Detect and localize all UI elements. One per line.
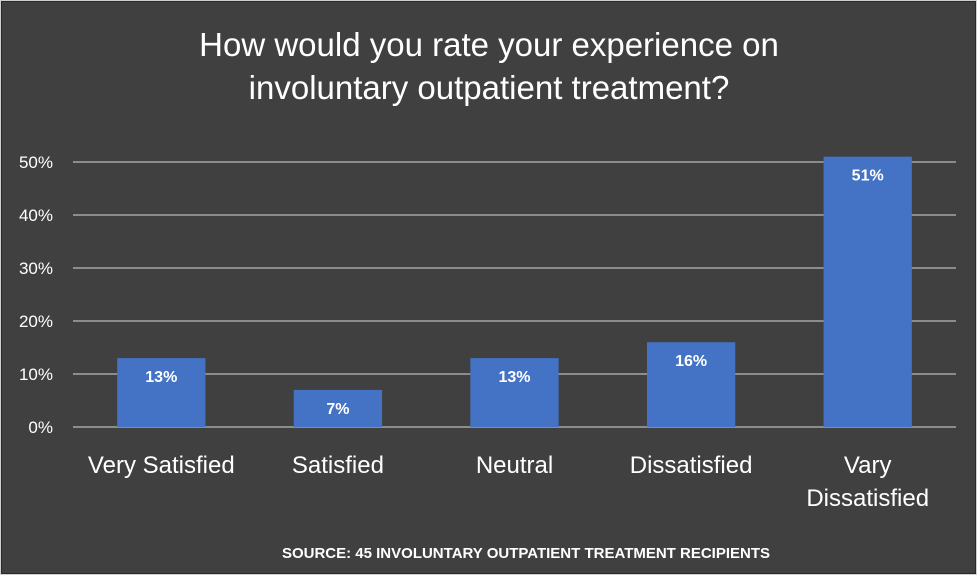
y-tick-label-50: 50%: [19, 153, 53, 172]
category-label-5-line-2: Dissatisfied: [806, 485, 929, 512]
chart-title-line-1: How would you rate your experience on: [199, 26, 779, 63]
category-label-5-line-1: Vary: [844, 452, 892, 479]
y-tick-label-0: 0%: [28, 418, 53, 437]
gridlines: [73, 161, 956, 428]
data-labels: 13% 7% 13% 16% 51%: [145, 168, 883, 418]
category-label-2: Satisfied: [292, 452, 384, 479]
y-axis-tick-labels: 0% 10% 20% 30% 40% 50%: [19, 153, 53, 437]
bars: [117, 156, 912, 427]
source-footnote: SOURCE: 45 INVOLUNTARY OUTPATIENT TREATM…: [282, 545, 770, 562]
bar-1: [117, 358, 206, 427]
y-tick-label-10: 10%: [19, 365, 53, 384]
data-label-2: 7%: [326, 401, 349, 418]
category-label-1: Very Satisfied: [88, 452, 235, 479]
data-label-1: 13%: [145, 369, 177, 386]
data-label-4: 16%: [675, 353, 707, 370]
x-axis-category-labels: Very Satisfied Satisfied Neutral Dissatisfi…: [88, 452, 929, 512]
bar-4: [646, 342, 736, 427]
bar-5: [823, 156, 912, 427]
chart-title-line-2: involuntary outpatient treatment?: [249, 69, 730, 106]
y-tick-label-30: 30%: [19, 259, 53, 278]
category-label-3: Neutral: [476, 452, 553, 479]
y-tick-label-40: 40%: [19, 206, 53, 225]
data-label-3: 13%: [498, 369, 530, 386]
bar-2: [293, 389, 383, 427]
bar-3: [470, 358, 559, 427]
chart-title: How would you rate your experience on in…: [199, 26, 779, 106]
data-label-5: 51%: [852, 168, 884, 185]
category-label-4: Dissatisfied: [630, 452, 753, 479]
y-tick-label-20: 20%: [19, 312, 53, 331]
